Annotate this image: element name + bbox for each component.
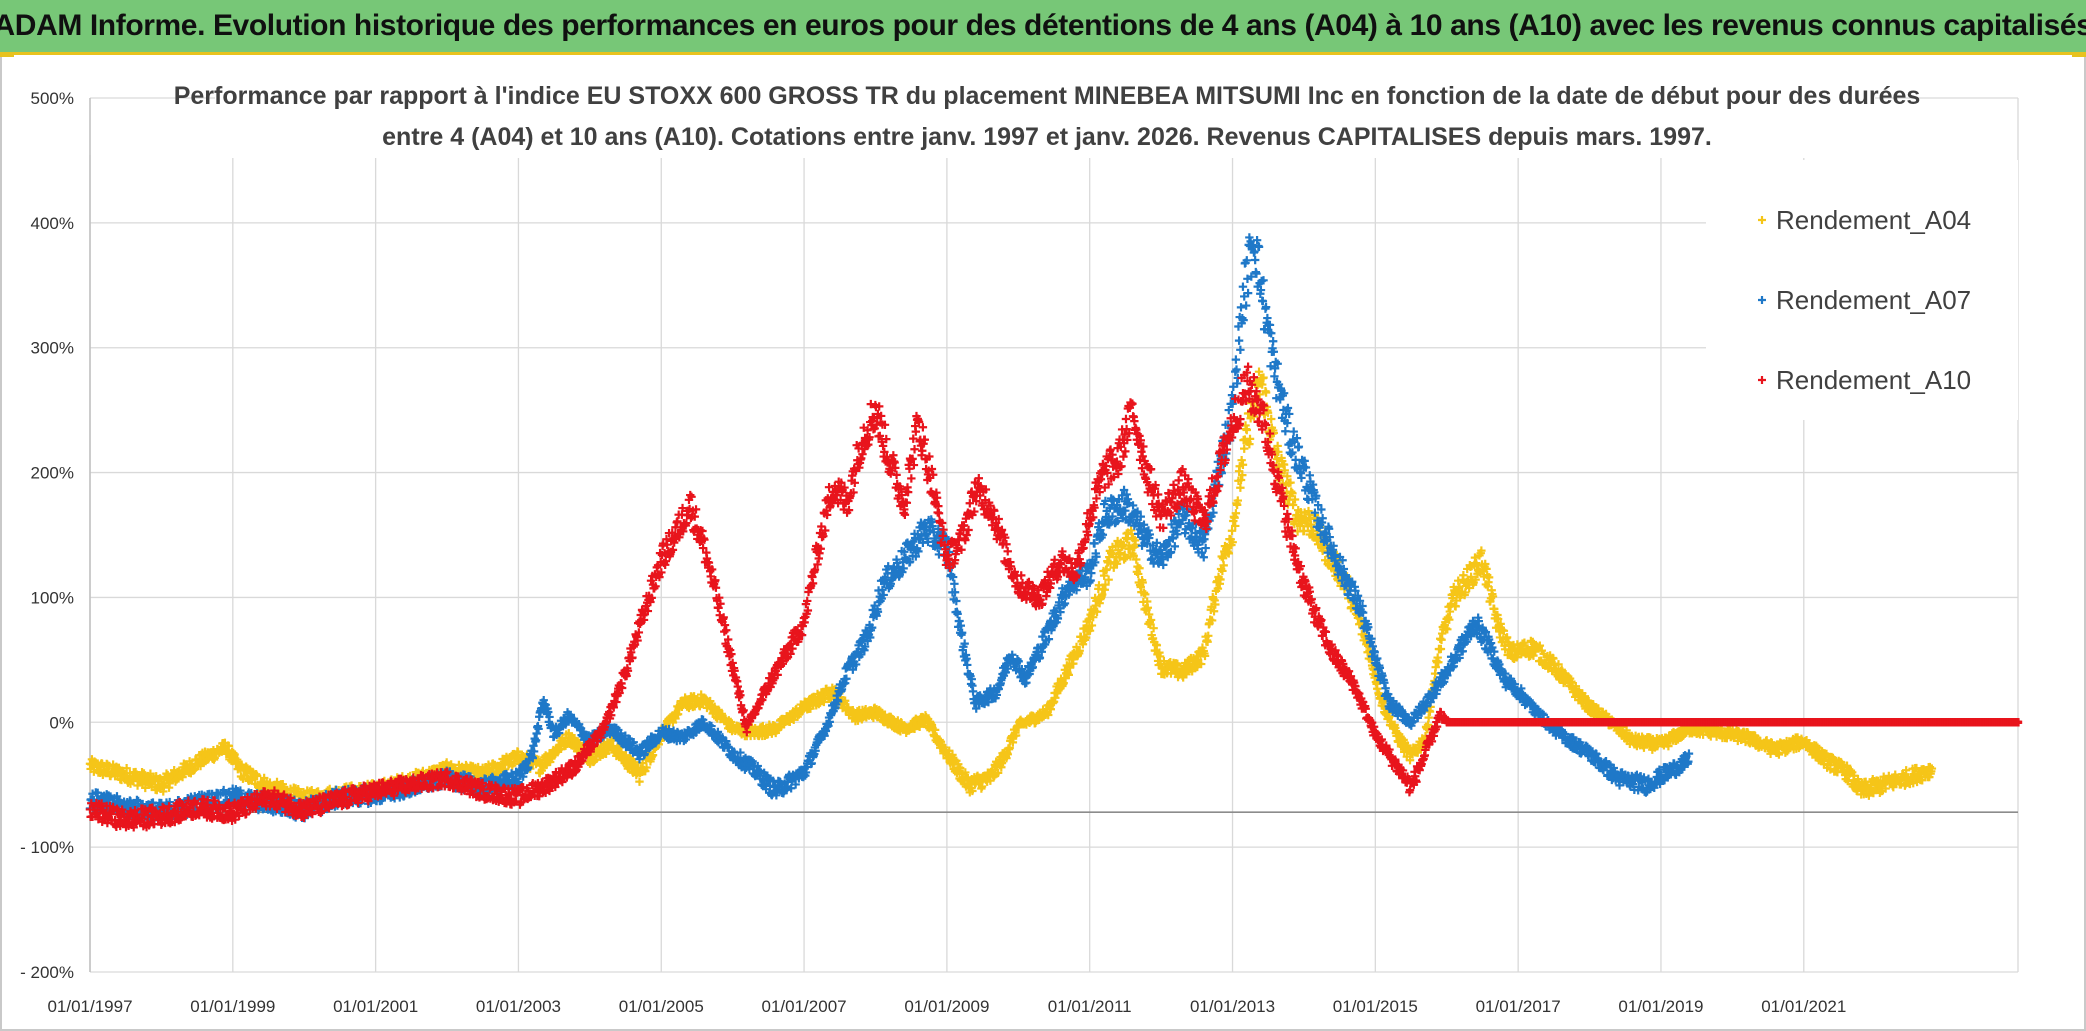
x-tick-label: 01/01/1997 xyxy=(47,997,132,1016)
data-point xyxy=(122,764,131,773)
series-Rendement_A04 xyxy=(85,367,1937,813)
data-point xyxy=(1294,442,1304,451)
data-point xyxy=(1268,337,1278,346)
data-point xyxy=(1234,336,1244,345)
x-tick-label: 01/01/2001 xyxy=(333,997,418,1016)
x-tick-label: 01/01/1999 xyxy=(190,997,275,1016)
y-tick-label: 500% xyxy=(31,89,74,108)
data-point xyxy=(1236,345,1245,355)
x-tick-label: 01/01/2009 xyxy=(904,997,989,1016)
series-Rendement_A07 xyxy=(85,233,1694,825)
report-title-banner: ADAM Informe. Evolution historique des p… xyxy=(0,0,2086,55)
data-point xyxy=(1236,303,1246,312)
data-point xyxy=(1297,473,1306,483)
x-tick-label: 01/01/2011 xyxy=(1048,997,1132,1016)
data-point xyxy=(1250,255,1260,265)
data-point xyxy=(252,771,262,781)
data-point xyxy=(950,579,959,588)
x-tick-label: 01/01/2019 xyxy=(1618,997,1703,1016)
series-markers xyxy=(85,233,2023,832)
axes: 500% 400% 300% 200% 100% 0% - 100% - 200% 01/01/… xyxy=(20,89,2018,1016)
x-tick-label: 01/01/2013 xyxy=(1190,997,1275,1016)
x-tick-label: 01/01/2021 xyxy=(1761,997,1846,1016)
y-tick-label: 100% xyxy=(31,588,74,607)
y-tick-label: 400% xyxy=(31,214,74,233)
x-tick-label: 01/01/2007 xyxy=(762,997,847,1016)
y-tick-label: 300% xyxy=(31,339,74,358)
x-tick-label: 01/01/2005 xyxy=(619,997,704,1016)
gridlines xyxy=(89,97,2019,973)
data-point xyxy=(570,734,579,743)
y-tick-label: 200% xyxy=(31,464,74,483)
data-point xyxy=(1286,449,1296,459)
data-point xyxy=(1281,427,1290,436)
banner-accent-left xyxy=(0,52,14,57)
x-tick-label: 01/01/2003 xyxy=(476,997,561,1016)
data-point xyxy=(1242,425,1251,435)
data-point xyxy=(1241,301,1251,310)
x-tick-label: 01/01/2015 xyxy=(1333,997,1418,1016)
data-point xyxy=(224,741,234,751)
banner-accent-right xyxy=(2072,52,2086,57)
data-point xyxy=(1238,282,1248,291)
y-tick-label: 0% xyxy=(49,713,74,732)
y-tick-label: - 200% xyxy=(20,963,74,982)
x-tick-label: 01/01/2017 xyxy=(1476,997,1561,1016)
y-tick-label: - 100% xyxy=(20,838,74,857)
